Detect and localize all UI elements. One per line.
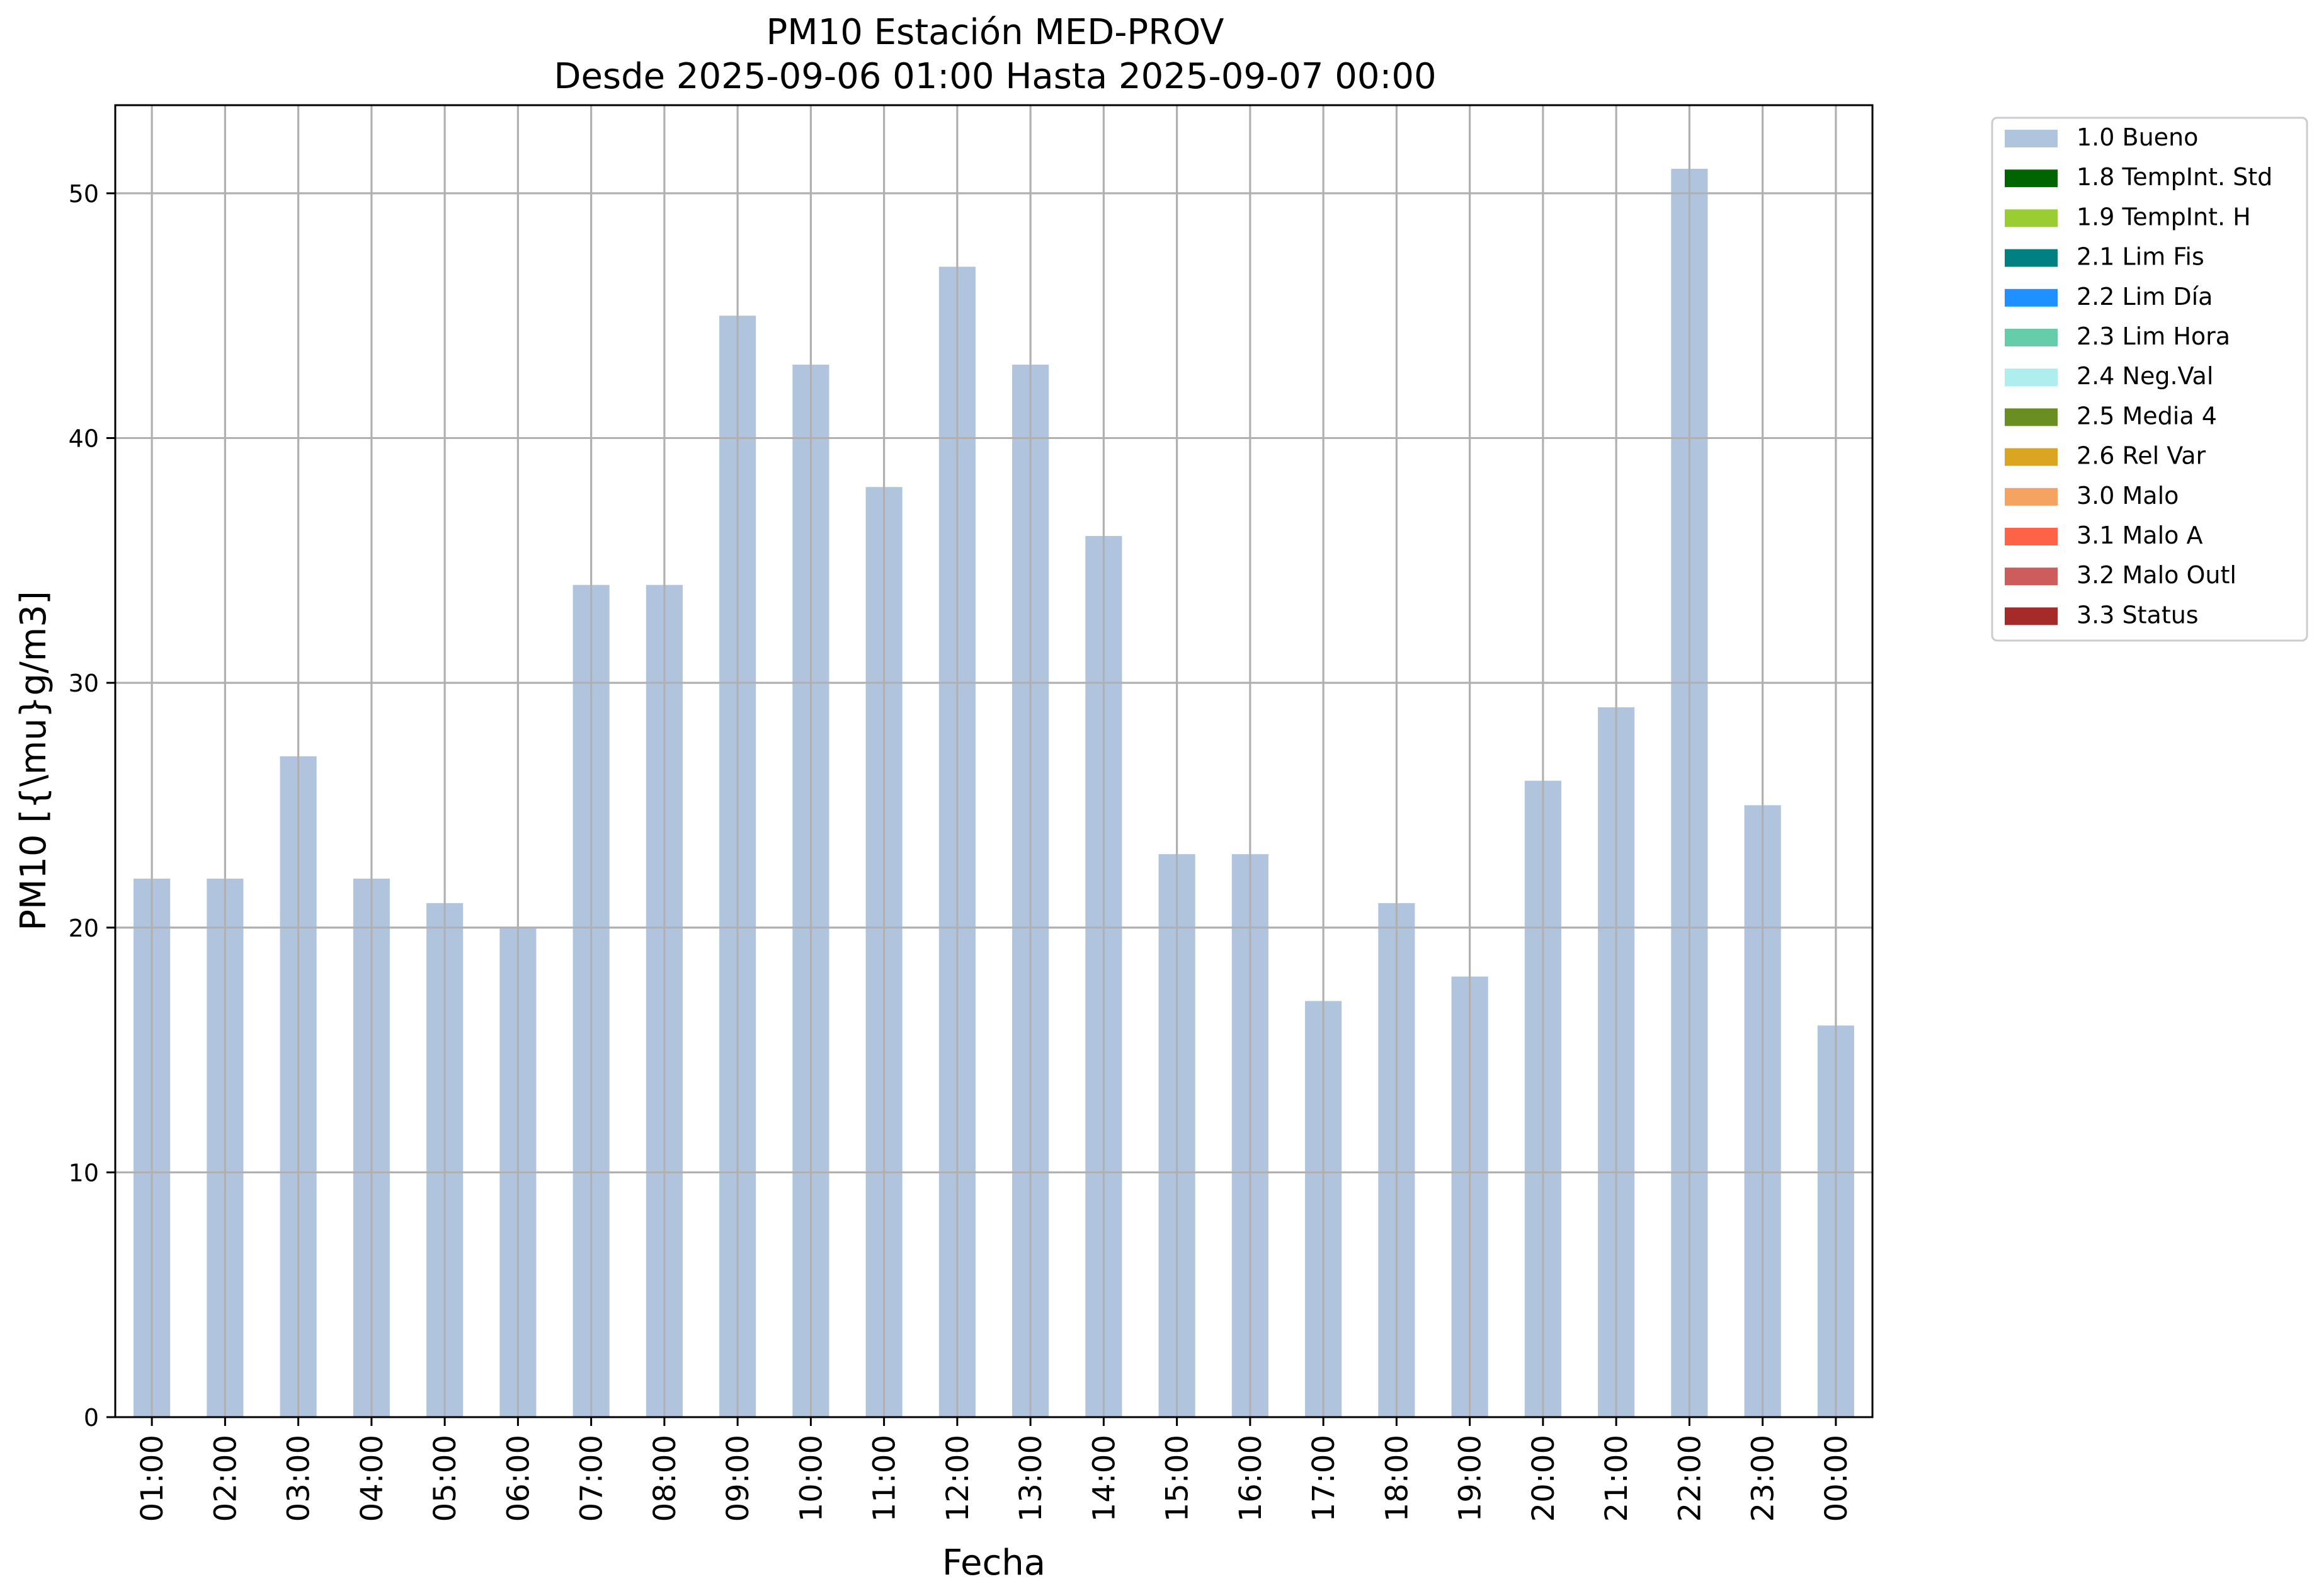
chart-subtitle: Desde 2025-09-06 01:00 Hasta 2025-09-07 … bbox=[554, 56, 1436, 97]
legend-swatch bbox=[2005, 448, 2058, 466]
x-tick-label: 14:00 bbox=[1086, 1435, 1122, 1522]
legend-label: 3.2 Malo Outl bbox=[2077, 561, 2236, 589]
legend-label: 1.0 Bueno bbox=[2077, 123, 2198, 151]
legend-label: 2.4 Neg.Val bbox=[2077, 362, 2213, 390]
x-tick-label: 08:00 bbox=[647, 1435, 683, 1522]
legend-swatch bbox=[2005, 130, 2058, 147]
y-axis-label: PM10 [{\mu}g/m3] bbox=[13, 591, 54, 931]
legend-swatch bbox=[2005, 567, 2058, 586]
x-tick-label: 22:00 bbox=[1672, 1435, 1707, 1522]
plot-frame bbox=[114, 104, 1874, 1418]
bars bbox=[115, 105, 1872, 1418]
x-tick-label: 19:00 bbox=[1453, 1435, 1488, 1522]
y-tick-label: 10 bbox=[69, 1159, 99, 1187]
legend-swatch bbox=[2005, 209, 2058, 227]
x-tick-label: 23:00 bbox=[1746, 1435, 1781, 1522]
x-tick-label: 05:00 bbox=[428, 1435, 463, 1522]
legend-label: 3.3 Status bbox=[2077, 601, 2199, 629]
legend-label: 3.1 Malo A bbox=[2077, 522, 2202, 549]
x-tick-label: 16:00 bbox=[1233, 1435, 1268, 1522]
legend-label: 2.2 Lim Día bbox=[2077, 283, 2213, 311]
x-tick-label: 10:00 bbox=[794, 1435, 829, 1522]
chart-title: PM10 Estación MED-PROV bbox=[766, 12, 1224, 53]
x-tick-label: 21:00 bbox=[1599, 1435, 1634, 1522]
x-tick-label: 07:00 bbox=[574, 1435, 610, 1522]
legend-swatch bbox=[2005, 169, 2058, 188]
legend-label: 1.9 TempInt. H bbox=[2077, 203, 2251, 231]
x-tick-label: 13:00 bbox=[1013, 1435, 1049, 1522]
y-tick-label: 50 bbox=[69, 180, 99, 208]
x-tick-label: 04:00 bbox=[355, 1435, 390, 1522]
x-axis-ticks: 01:00 02:00 03:00 04:00 05:00 06:00 07:00 08:00… bbox=[135, 1417, 1854, 1522]
legend-swatch bbox=[2005, 249, 2058, 267]
x-tick-label: 03:00 bbox=[282, 1435, 317, 1522]
legend-swatch bbox=[2005, 408, 2058, 426]
x-tick-label: 11:00 bbox=[867, 1435, 903, 1522]
x-tick-label: 01:00 bbox=[135, 1435, 170, 1522]
y-tick-label: 30 bbox=[69, 670, 99, 697]
x-tick-label: 09:00 bbox=[721, 1435, 756, 1522]
x-axis-label: Fecha bbox=[942, 1542, 1046, 1583]
x-tick-label: 18:00 bbox=[1379, 1435, 1415, 1522]
x-tick-label: 20:00 bbox=[1526, 1435, 1561, 1522]
legend-swatch bbox=[2005, 487, 2058, 506]
legend: 1.0 Bueno 1.8 TempInt. Std 1.9 TempInt. H 2… bbox=[1991, 117, 2308, 642]
legend-label: 2.3 Lim Hora bbox=[2077, 322, 2230, 350]
legend-swatch bbox=[2005, 607, 2058, 625]
legend-frame bbox=[1991, 117, 2308, 642]
y-tick-label: 40 bbox=[69, 425, 99, 453]
y-axis-ticks: 0 10 20 30 40 50 bbox=[69, 180, 115, 1432]
x-tick-label: 02:00 bbox=[208, 1435, 243, 1522]
legend-swatch bbox=[2005, 288, 2058, 307]
legend-swatch bbox=[2005, 329, 2058, 346]
x-tick-label: 00:00 bbox=[1819, 1435, 1854, 1522]
x-tick-label: 15:00 bbox=[1160, 1435, 1195, 1522]
legend-label: 3.0 Malo bbox=[2077, 482, 2179, 510]
legend-label: 2.5 Media 4 bbox=[2077, 402, 2217, 430]
y-tick-label: 0 bbox=[84, 1404, 99, 1432]
x-tick-label: 17:00 bbox=[1306, 1435, 1342, 1522]
x-tick-label: 12:00 bbox=[940, 1435, 976, 1522]
legend-label: 2.1 Lim Fis bbox=[2077, 243, 2204, 271]
legend-label: 2.6 Rel Var bbox=[2077, 442, 2206, 470]
legend-swatch bbox=[2005, 368, 2058, 387]
y-tick-label: 20 bbox=[69, 915, 99, 942]
x-tick-label: 06:00 bbox=[501, 1435, 536, 1522]
legend-swatch bbox=[2005, 528, 2058, 545]
legend-label: 1.8 TempInt. Std bbox=[2077, 163, 2272, 191]
